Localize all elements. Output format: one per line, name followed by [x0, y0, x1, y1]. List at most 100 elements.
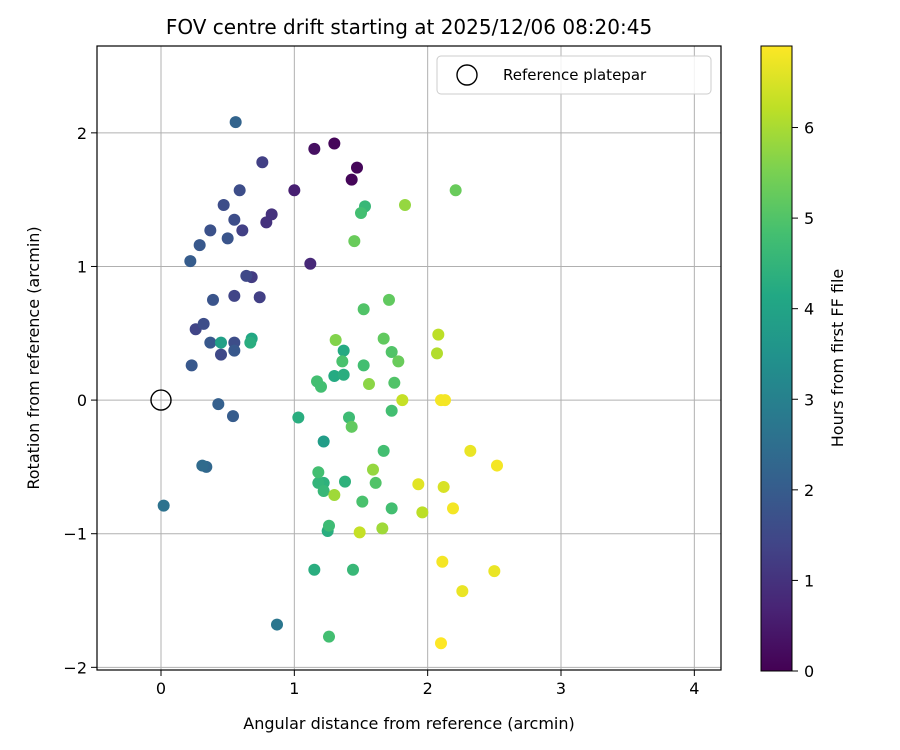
data-point [204, 336, 217, 349]
data-point [431, 347, 443, 360]
data-point [396, 394, 409, 407]
data-point [363, 378, 375, 391]
data-point [317, 435, 330, 448]
data-point [328, 370, 341, 383]
data-point [315, 380, 327, 393]
data-point [388, 376, 401, 389]
data-point [399, 199, 411, 212]
grid-lines [97, 46, 721, 670]
data-point [229, 116, 242, 129]
data-point [416, 506, 429, 519]
data-point [347, 563, 359, 576]
x-tick-label: 4 [689, 679, 699, 698]
colorbar-label: Hours from first FF file [828, 269, 847, 448]
colorbar-tick-label: 2 [804, 481, 814, 500]
data-point [253, 291, 266, 304]
colorbar: 0 1 2 3 4 5 6 Hours from first FF file [760, 45, 847, 681]
data-point [185, 359, 198, 372]
data-point [348, 235, 361, 248]
data-point [376, 522, 389, 535]
data-point [323, 519, 335, 532]
data-point [308, 142, 321, 155]
data-point [357, 303, 370, 316]
colorbar-gradient [760, 45, 793, 672]
y-tick-label: −2 [63, 658, 87, 677]
y-tick-label: 1 [77, 257, 87, 276]
data-point [323, 630, 335, 643]
data-point [328, 488, 341, 501]
data-point [385, 404, 398, 417]
x-tick-label: 0 [156, 679, 166, 698]
data-point [383, 293, 395, 306]
data-point [355, 207, 367, 220]
data-point [196, 459, 209, 472]
data-point [337, 368, 350, 381]
data-point [204, 224, 217, 237]
colorbar-ticks: 0 1 2 3 4 5 6 [792, 119, 814, 681]
data-point [337, 344, 350, 357]
colorbar-tick-label: 5 [804, 209, 814, 228]
data-point [377, 332, 390, 345]
data-point [312, 466, 325, 479]
data-point [157, 499, 170, 512]
data-point [304, 257, 317, 270]
data-point [228, 289, 241, 302]
colorbar-tick-label: 1 [804, 571, 814, 590]
data-point [228, 213, 241, 226]
data-point [435, 637, 447, 650]
y-tick-label: −1 [63, 525, 87, 544]
colorbar-tick-label: 0 [804, 662, 814, 681]
y-axis-ticks: −2 −1 0 1 2 [63, 124, 97, 677]
data-point [385, 502, 398, 515]
data-point [343, 411, 355, 424]
data-point [221, 232, 234, 245]
data-point [233, 184, 246, 197]
data-point [227, 410, 239, 423]
data-point [345, 173, 358, 186]
colorbar-tick-label: 6 [804, 119, 814, 138]
data-point [260, 216, 273, 229]
x-tick-label: 1 [289, 679, 299, 698]
plot-background [97, 46, 721, 670]
data-point [385, 345, 398, 358]
data-point [271, 618, 283, 631]
data-point [369, 476, 382, 489]
data-point [488, 565, 501, 578]
data-point [392, 355, 405, 368]
data-point [317, 484, 330, 497]
data-point [456, 585, 469, 598]
data-point [437, 480, 450, 493]
data-points [157, 116, 503, 650]
legend-label-reference: Reference platepar [503, 66, 647, 84]
data-point [432, 328, 445, 341]
legend-box [436, 55, 712, 95]
data-point [464, 444, 477, 457]
data-point [339, 475, 351, 488]
x-tick-label: 3 [556, 679, 566, 698]
y-tick-label: 0 [77, 391, 87, 410]
data-point [367, 463, 379, 476]
data-point [351, 161, 363, 174]
data-point [256, 156, 269, 169]
reference-point-layer [150, 389, 172, 411]
data-point [345, 420, 358, 433]
data-point [377, 444, 390, 457]
reference-platepar-marker [150, 389, 172, 411]
chart-title: FOV centre drift starting at 2025/12/06 … [166, 15, 652, 39]
data-point [240, 269, 253, 282]
data-point [292, 411, 305, 424]
data-point [215, 348, 227, 361]
data-point [447, 502, 459, 515]
data-point [329, 333, 342, 346]
plot-area: 0 1 2 3 4 −2 −1 0 1 2 [63, 45, 722, 698]
data-point [193, 239, 206, 252]
data-point [336, 355, 349, 368]
data-point [491, 459, 503, 472]
legend-marker-reference [456, 64, 478, 86]
plot-frame [96, 45, 722, 671]
data-point [356, 495, 369, 508]
y-axis-label: Rotation from reference (arcmin) [24, 226, 43, 489]
data-point [357, 359, 370, 372]
x-axis-ticks: 0 1 2 3 4 [156, 670, 699, 698]
